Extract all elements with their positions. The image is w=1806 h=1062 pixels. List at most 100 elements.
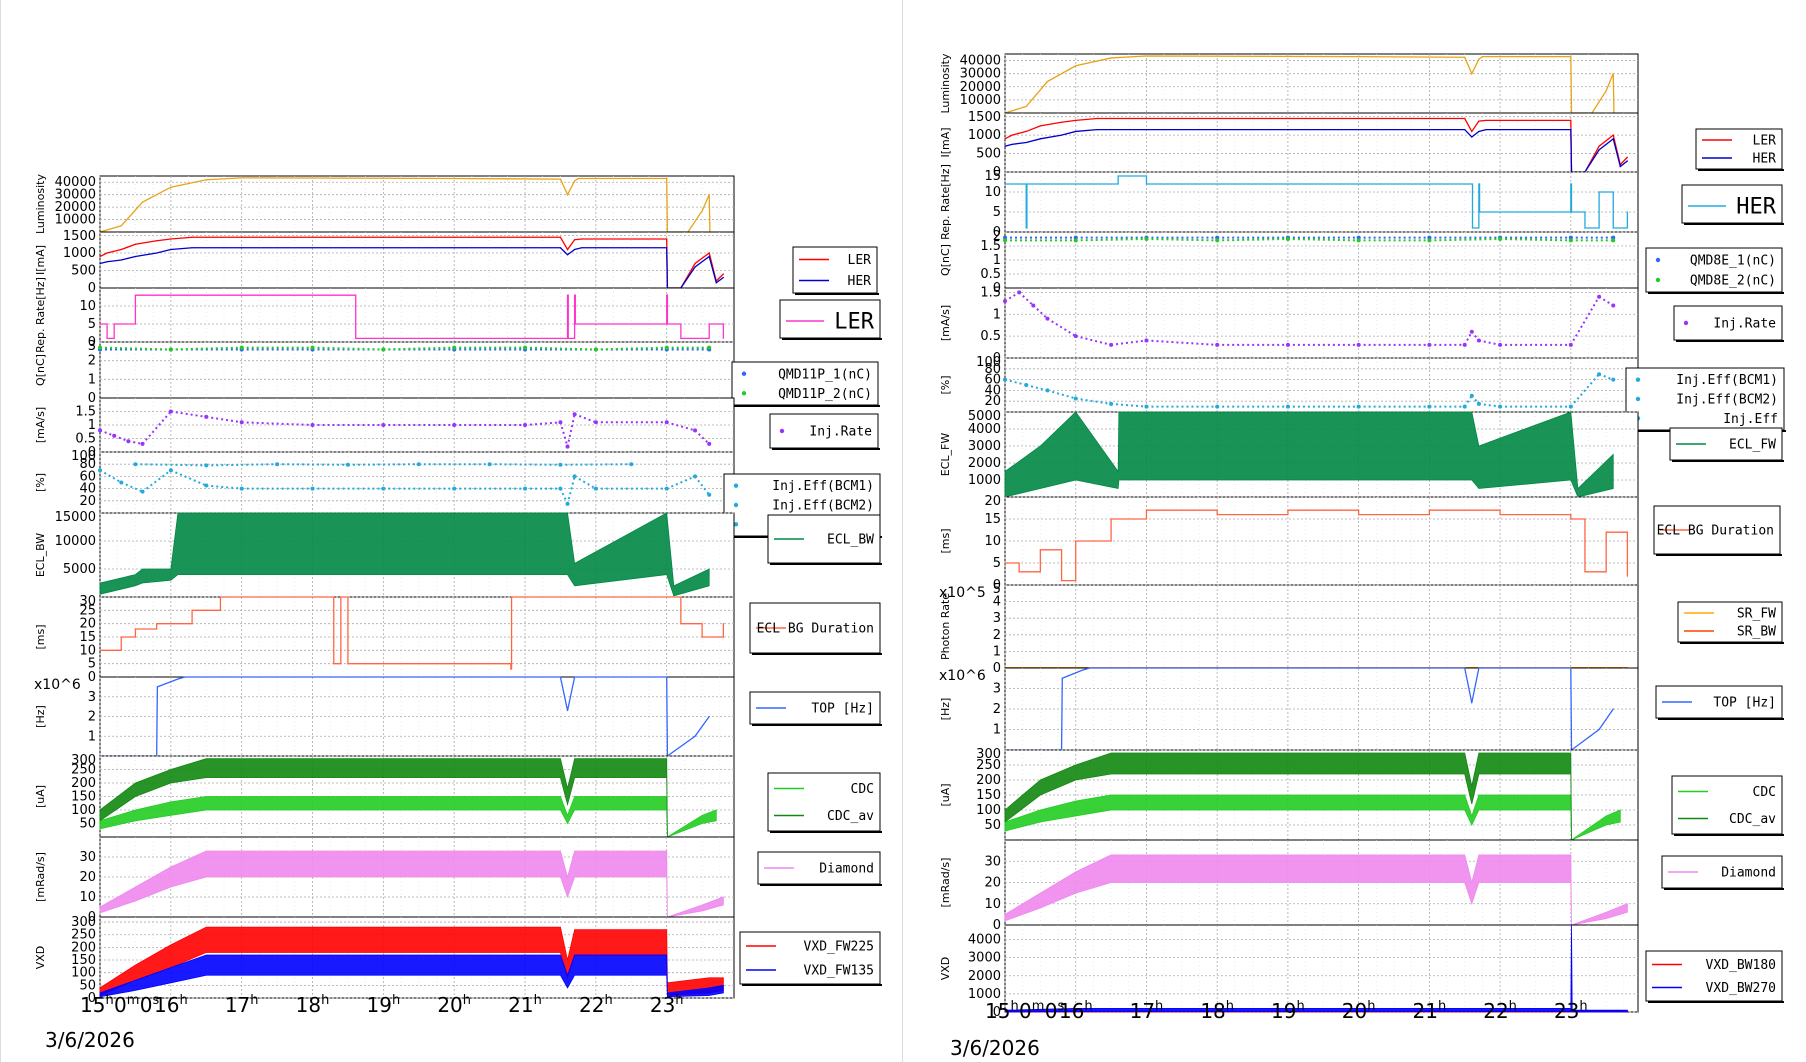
legend-box — [779, 299, 881, 339]
series-ECL BG Duration — [99, 596, 725, 670]
data-trend — [1217, 238, 1288, 242]
data-point — [566, 709, 569, 712]
series-reprate-0 — [1004, 175, 1629, 229]
y-tick-label: 2 — [993, 628, 1001, 643]
legend-box — [1645, 950, 1783, 1002]
data-trend — [1046, 317, 1077, 337]
data-trend — [135, 463, 207, 467]
panel-top: 1 2 3 [Hz] x10^6 — [34, 676, 735, 758]
data-point — [1060, 121, 1063, 123]
series-line — [1005, 509, 1629, 582]
y-tick-label: 0 — [993, 578, 1001, 593]
data-point — [1018, 571, 1020, 573]
data-trend — [1111, 402, 1147, 408]
series-TOP [Hz] — [1004, 667, 1614, 752]
y-axis-label: I[mA] — [34, 245, 47, 275]
y-tick-label: 5000 — [968, 409, 1001, 424]
data-trend — [1075, 238, 1147, 242]
legend-ecl: ECL_BW — [767, 514, 882, 565]
data-point — [99, 323, 101, 325]
legend-marker — [733, 522, 739, 527]
data-point — [113, 323, 115, 325]
legend-eclbg: ECL BG Duration — [1653, 505, 1782, 556]
legend-box — [1677, 601, 1783, 643]
legend-label: CDC — [851, 782, 874, 797]
data-point — [666, 177, 668, 180]
y-tick-label: 0 — [993, 1005, 1001, 1020]
date-label: 3/6/2026 — [45, 1028, 135, 1052]
data-point — [191, 236, 193, 238]
series-VXD_BW270 — [1004, 924, 1628, 1013]
y-tick-label: 1 — [88, 729, 96, 744]
data-point — [1478, 130, 1480, 133]
y-tick-label: 3 — [88, 690, 96, 705]
panel-frame — [99, 287, 735, 343]
x-tick-label: 22h — [1483, 999, 1517, 1023]
legend-label: Inj.Eff(BCM1) — [772, 479, 874, 494]
data-point — [1499, 514, 1501, 516]
legend-ecl: ECL_FW — [1669, 427, 1784, 462]
data-point — [106, 252, 108, 254]
legend-label: ECL_FW — [1729, 438, 1776, 453]
y-axis-label: Luminosity — [939, 53, 952, 113]
legend-label: QMD8E_1(nC) — [1690, 254, 1776, 269]
legend-label: QMD8E_2(nC) — [1690, 274, 1776, 289]
data-trend — [489, 463, 561, 466]
data-point — [1471, 227, 1474, 229]
y-tick-label: 0.5 — [980, 329, 1001, 344]
y-tick-label: 0 — [88, 335, 96, 350]
y-tick-label: 500 — [976, 147, 1001, 162]
series-line — [1005, 667, 1614, 752]
data-point — [1478, 211, 1481, 213]
panel-eclbg: 0 5 10 15 20 [ms] — [939, 494, 1639, 593]
legend-label: Inj.Eff(BCM1) — [1676, 373, 1778, 388]
legend-box — [1625, 367, 1785, 431]
y-tick-label: 40000 — [55, 175, 96, 190]
legend-label: VXD_BW270 — [1706, 981, 1776, 996]
data-point — [1612, 227, 1614, 229]
y-tick-label: 4 — [993, 595, 1001, 610]
y-axis-label: [mRad/s] — [939, 858, 952, 908]
data-point — [1039, 138, 1041, 140]
data-point — [1598, 145, 1600, 147]
y-tick-label: 1.5 — [980, 285, 1001, 300]
data-trend — [206, 484, 242, 490]
legend-label: QMD11P_1(nC) — [778, 367, 872, 382]
data-point — [566, 248, 569, 251]
data-point — [1011, 143, 1013, 145]
data-point — [1471, 130, 1473, 133]
y-tick-label: 300 — [976, 747, 1001, 762]
data-trend — [347, 463, 419, 466]
data-point — [1145, 117, 1148, 120]
x-tick-suffix: h — [675, 993, 683, 1008]
x-tick-suffix: h — [179, 993, 187, 1008]
data-point — [694, 735, 696, 737]
y-axis-label: [%] — [939, 375, 952, 394]
data-trend — [206, 415, 242, 424]
x-tick-label: 19h — [1271, 999, 1305, 1023]
data-point — [134, 294, 137, 296]
data-point — [219, 596, 222, 598]
data-point — [566, 254, 569, 256]
y-tick-label: 3000 — [968, 439, 1001, 454]
data-trend — [574, 413, 597, 424]
legend-shadow — [1648, 292, 1784, 294]
data-point — [1061, 677, 1063, 679]
data-point — [722, 337, 724, 339]
y-tick-label: 15 — [984, 169, 1001, 184]
legend-label: SR_FW — [1737, 607, 1776, 622]
y-tick-label: 1.5 — [980, 239, 1001, 254]
data-trend — [694, 429, 710, 445]
data-trend — [1075, 335, 1112, 346]
y-tick-label: 10 — [984, 534, 1001, 549]
data-point — [241, 247, 243, 249]
legend-label: Inj.Rate — [1713, 317, 1776, 332]
data-point — [1096, 117, 1098, 120]
y-tick-label: 300 — [71, 915, 96, 930]
y-tick-label: 4000 — [968, 422, 1001, 437]
y-tick-label: 500 — [71, 264, 96, 279]
y-tick-label: 20 — [79, 870, 96, 885]
y-tick-label: 1 — [88, 372, 96, 387]
